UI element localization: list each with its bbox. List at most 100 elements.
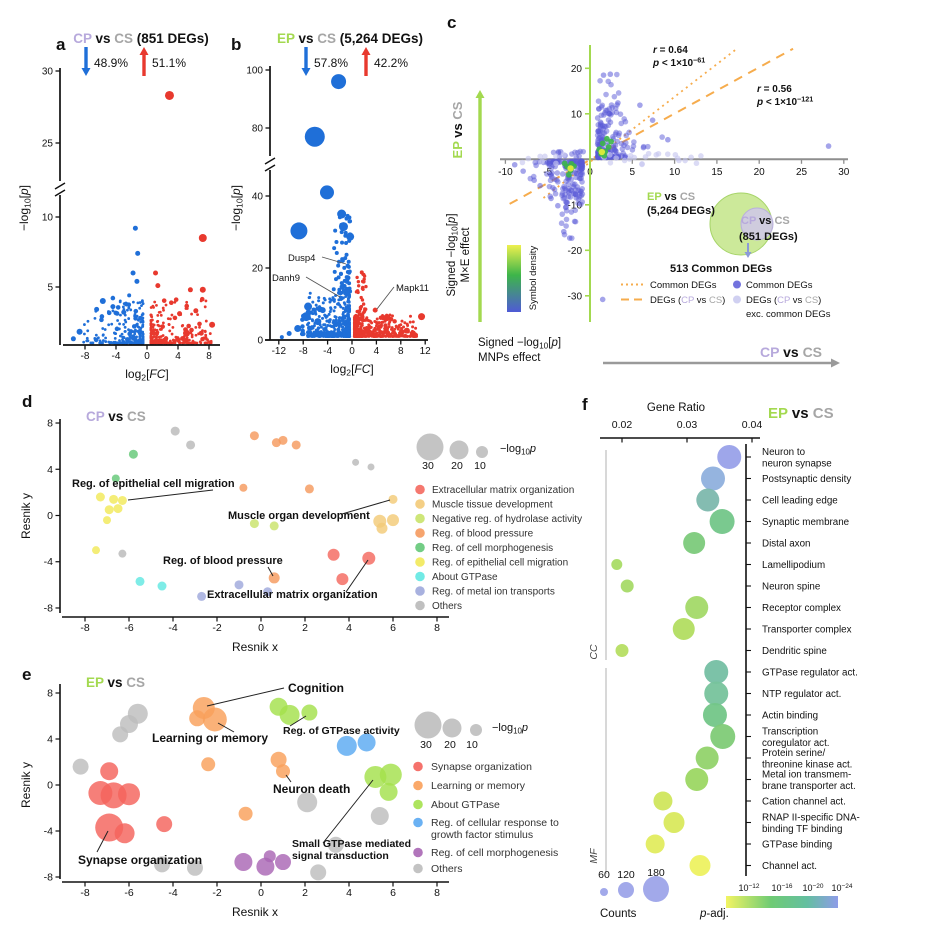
svg-text:Cation channel act.: Cation channel act.: [762, 797, 846, 808]
svg-text:Reg. of epithelial cell migrat: Reg. of epithelial cell migration: [72, 478, 235, 490]
go-term-dot: [615, 644, 629, 657]
go-term-bubble: [327, 836, 344, 853]
go-term-bubble: [72, 758, 89, 775]
svg-text:30: 30: [42, 67, 54, 78]
go-term-bubble: [387, 514, 399, 527]
data-point: [361, 279, 366, 284]
svg-text:-20: -20: [568, 246, 583, 257]
go-term-bubble: [156, 816, 173, 833]
svg-text:Gene Ratio: Gene Ratio: [647, 402, 705, 414]
svg-text:RNAP II-specific DNA-: RNAP II-specific DNA-: [762, 813, 860, 824]
svg-text:-10: -10: [568, 200, 583, 211]
svg-text:10−12: 10−12: [739, 883, 760, 893]
svg-text:-2: -2: [212, 887, 221, 899]
svg-text:c: c: [447, 13, 456, 32]
go-term-dot: [709, 509, 735, 534]
svg-text:Resnik y: Resnik y: [19, 762, 33, 808]
go-term-bubble: [270, 751, 287, 768]
go-term-dot: [663, 812, 685, 833]
svg-text:4: 4: [175, 351, 181, 362]
svg-text:Reg. of epithelial cell migrat: Reg. of epithelial cell migration: [432, 558, 568, 569]
go-term-dot: [710, 724, 736, 749]
go-term-bubble: [117, 495, 127, 505]
go-term-bubble: [103, 516, 111, 525]
svg-text:DEGs (CP vs CS): DEGs (CP vs CS): [650, 295, 725, 306]
data-point: [164, 90, 174, 100]
svg-text:8: 8: [434, 887, 440, 899]
go-term-bubble: [111, 474, 120, 483]
svg-text:e: e: [22, 665, 31, 684]
svg-text:8: 8: [206, 351, 212, 362]
svg-text:4: 4: [346, 887, 352, 899]
svg-text:51.1%: 51.1%: [152, 56, 186, 70]
svg-text:-4: -4: [44, 556, 53, 568]
svg-text:30: 30: [422, 460, 434, 472]
svg-text:neuron synapse: neuron synapse: [762, 459, 832, 470]
go-term-bubble: [239, 483, 248, 492]
go-term-bubble: [234, 853, 253, 872]
svg-text:Reg. of metal ion transports: Reg. of metal ion transports: [432, 587, 555, 598]
svg-text:Channel act.: Channel act.: [762, 861, 817, 872]
go-term-bubble: [275, 854, 291, 871]
svg-text:About GTPase: About GTPase: [432, 572, 498, 583]
svg-text:Danh9: Danh9: [272, 273, 300, 284]
data-point: [99, 298, 106, 304]
svg-text:CP vs CS (851 DEGs): CP vs CS (851 DEGs): [73, 31, 209, 46]
svg-text:48.9%: 48.9%: [94, 56, 128, 70]
data-point: [337, 209, 347, 219]
go-term-bubble: [263, 587, 273, 597]
data-point: [177, 311, 183, 317]
svg-text:20: 20: [571, 64, 583, 75]
go-term-bubble: [263, 850, 276, 863]
svg-text:p-adj.: p-adj.: [699, 908, 729, 920]
svg-text:About GTPase: About GTPase: [431, 799, 500, 811]
go-term-bubble: [304, 484, 314, 494]
svg-text:−log10p: −log10p: [500, 443, 536, 456]
data-point: [346, 232, 355, 241]
go-term-dot: [704, 681, 729, 706]
go-term-dot: [683, 532, 706, 554]
svg-text:Synapse organization: Synapse organization: [431, 761, 532, 773]
svg-text:r = 0.64: r = 0.64: [653, 45, 688, 56]
svg-text:Muscle tissue development: Muscle tissue development: [432, 500, 553, 511]
go-term-dot: [704, 660, 729, 684]
go-term-bubble: [154, 856, 170, 873]
go-term-dot: [702, 703, 727, 727]
data-point: [319, 185, 334, 200]
svg-text:-10: -10: [498, 167, 513, 178]
svg-text:30: 30: [420, 739, 432, 751]
svg-text:log2[FC]: log2[FC]: [330, 362, 374, 378]
svg-text:20: 20: [451, 460, 463, 472]
go-term-bubble: [197, 591, 207, 601]
svg-text:4: 4: [374, 346, 380, 357]
go-term-bubble: [279, 704, 300, 725]
svg-text:CP vs CS: CP vs CS: [86, 409, 146, 424]
svg-text:Synapse organization: Synapse organization: [78, 853, 202, 867]
go-term-bubble: [187, 859, 203, 876]
svg-text:−log10[p]: −log10[p]: [229, 185, 245, 231]
svg-text:EP vs CS (5,264 DEGs): EP vs CS (5,264 DEGs): [277, 31, 423, 46]
svg-text:8: 8: [47, 688, 53, 700]
svg-text:Reg. of cell morphogenesis: Reg. of cell morphogenesis: [431, 847, 558, 859]
svg-text:CP vs CS: CP vs CS: [741, 215, 790, 227]
go-term-dot: [645, 834, 665, 854]
go-term-bubble: [238, 806, 253, 821]
svg-text:Negative reg. of hydrolase act: Negative reg. of hydrolase activity: [432, 514, 582, 525]
go-term-bubble: [388, 494, 398, 504]
data-point: [279, 335, 284, 340]
svg-text:Resnik y: Resnik y: [19, 493, 33, 539]
svg-text:10−24: 10−24: [832, 883, 853, 893]
svg-text:10: 10: [466, 739, 478, 751]
svg-text:EP vs CS: EP vs CS: [647, 191, 695, 203]
svg-text:Lamellipodium: Lamellipodium: [762, 560, 825, 571]
svg-text:Postsynaptic density: Postsynaptic density: [762, 474, 851, 485]
go-term-bubble: [357, 733, 376, 752]
svg-text:100: 100: [246, 66, 263, 77]
data-point: [331, 74, 347, 90]
svg-text:0: 0: [258, 622, 264, 634]
go-term-dot: [611, 559, 623, 570]
svg-text:(851 DEGs): (851 DEGs): [739, 231, 798, 243]
data-point: [403, 327, 410, 334]
svg-text:40: 40: [252, 192, 264, 203]
svg-text:Small GTPase mediated: Small GTPase mediated: [292, 838, 411, 850]
